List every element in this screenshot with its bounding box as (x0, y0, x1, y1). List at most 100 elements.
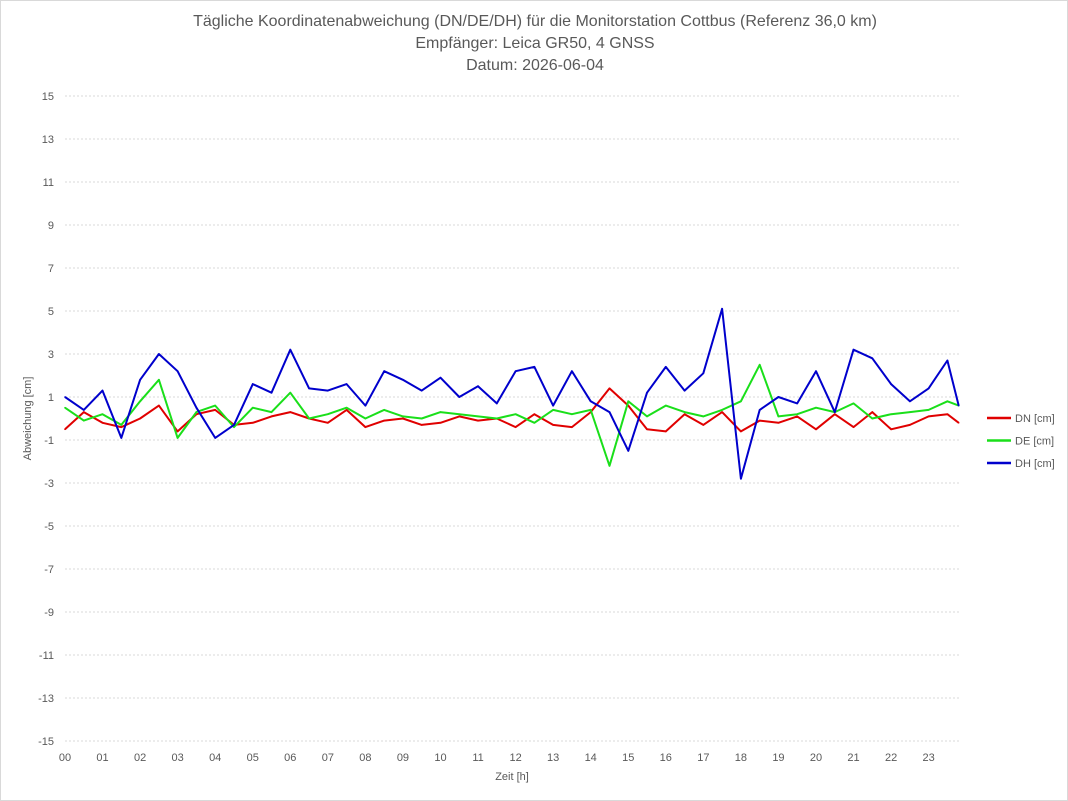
x-tick-label: 09 (397, 752, 409, 764)
y-tick-label: -15 (38, 736, 54, 748)
data-point (796, 413, 798, 416)
data-point (927, 415, 930, 418)
data-point (890, 413, 892, 416)
data-point (740, 400, 742, 403)
data-point (458, 396, 461, 398)
data-point (777, 422, 780, 424)
x-tick-label: 11 (472, 752, 483, 764)
data-point (139, 379, 141, 381)
data-point (139, 417, 141, 420)
data-point (402, 415, 404, 418)
legend-label: DN [cm] (1015, 413, 1055, 425)
data-point (571, 413, 573, 416)
data-point (957, 404, 960, 407)
data-point (777, 415, 780, 418)
data-point (946, 400, 949, 403)
data-point (890, 428, 892, 431)
data-point (871, 411, 874, 413)
data-point (552, 409, 554, 411)
data-point (364, 426, 367, 428)
data-point (571, 426, 573, 428)
x-axis-tick-labels: 00 01 02 03 04 05 06 07 08 09 10 11 12 13 14 15 16 17 18 19… (59, 752, 935, 764)
data-point (589, 400, 592, 403)
data-point (758, 364, 761, 366)
data-point (796, 415, 798, 418)
data-point (158, 353, 160, 355)
data-point (957, 422, 960, 424)
data-point (101, 413, 104, 416)
y-tick-label: -11 (39, 650, 54, 662)
x-tick-label: 16 (660, 752, 672, 764)
data-point (420, 424, 423, 426)
data-point (383, 409, 386, 411)
y-tick-label: -3 (44, 478, 54, 490)
data-point (101, 389, 104, 392)
data-point (477, 415, 479, 418)
data-point (345, 409, 348, 411)
data-point (721, 411, 723, 413)
data-point (683, 389, 686, 392)
y-tick-label: 9 (48, 220, 54, 232)
data-point (101, 422, 104, 424)
data-point (909, 424, 911, 426)
data-point (665, 404, 667, 407)
x-tick-label: 00 (59, 752, 71, 764)
data-point (420, 417, 423, 420)
y-tick-label: 15 (42, 91, 54, 103)
x-tick-label: 03 (172, 752, 184, 764)
x-tick-label: 18 (735, 752, 747, 764)
data-point (946, 413, 949, 416)
data-point (195, 411, 198, 413)
data-point (289, 391, 292, 394)
x-tick-label: 23 (923, 752, 935, 764)
data-point (214, 437, 216, 439)
data-point (402, 417, 404, 420)
data-point (758, 419, 761, 422)
data-point (327, 422, 329, 424)
data-point (270, 415, 273, 418)
x-tick-label: 06 (284, 752, 296, 764)
data-point (83, 411, 85, 413)
y-tick-label: 5 (48, 306, 54, 318)
legend: DN [cm] DE [cm] DH [cm] (987, 413, 1055, 470)
y-axis-tick-labels: 15 13 11 9 7 5 3 1 -1 -3 -5 -7 -9 -11 -13 -15 (38, 91, 54, 748)
data-point (834, 413, 836, 416)
data-point (158, 379, 160, 381)
data-point (64, 428, 66, 431)
data-point (214, 409, 216, 411)
data-point (252, 383, 254, 385)
y-tick-label: 3 (48, 349, 54, 361)
data-point (627, 400, 630, 403)
x-tick-label: 14 (585, 752, 597, 764)
data-point (533, 422, 536, 424)
data-point (852, 402, 855, 405)
data-point (308, 387, 310, 390)
y-tick-label: 11 (43, 177, 54, 189)
chart-title-block: Tägliche Koordinatenabweichung (DN/DE/DH… (1, 11, 1068, 77)
data-point (871, 357, 874, 360)
x-axis-title: Zeit [h] (495, 771, 529, 783)
data-point (871, 417, 874, 420)
data-point (120, 426, 123, 428)
y-tick-label: -13 (38, 693, 54, 705)
data-point (665, 430, 667, 433)
data-point (345, 383, 348, 385)
data-point (308, 417, 310, 420)
data-point (496, 417, 498, 420)
data-point (721, 308, 723, 310)
data-point (571, 370, 573, 373)
data-point (552, 424, 554, 426)
data-point (477, 385, 479, 388)
data-point (496, 402, 498, 405)
data-point (946, 359, 949, 362)
data-point (289, 348, 292, 351)
data-point (270, 391, 273, 394)
data-point (646, 428, 648, 431)
x-tick-label: 20 (810, 752, 822, 764)
x-tick-label: 13 (547, 752, 559, 764)
data-point (439, 376, 442, 379)
series-line-2 (64, 307, 960, 480)
data-point (852, 348, 855, 351)
data-point (139, 400, 141, 403)
